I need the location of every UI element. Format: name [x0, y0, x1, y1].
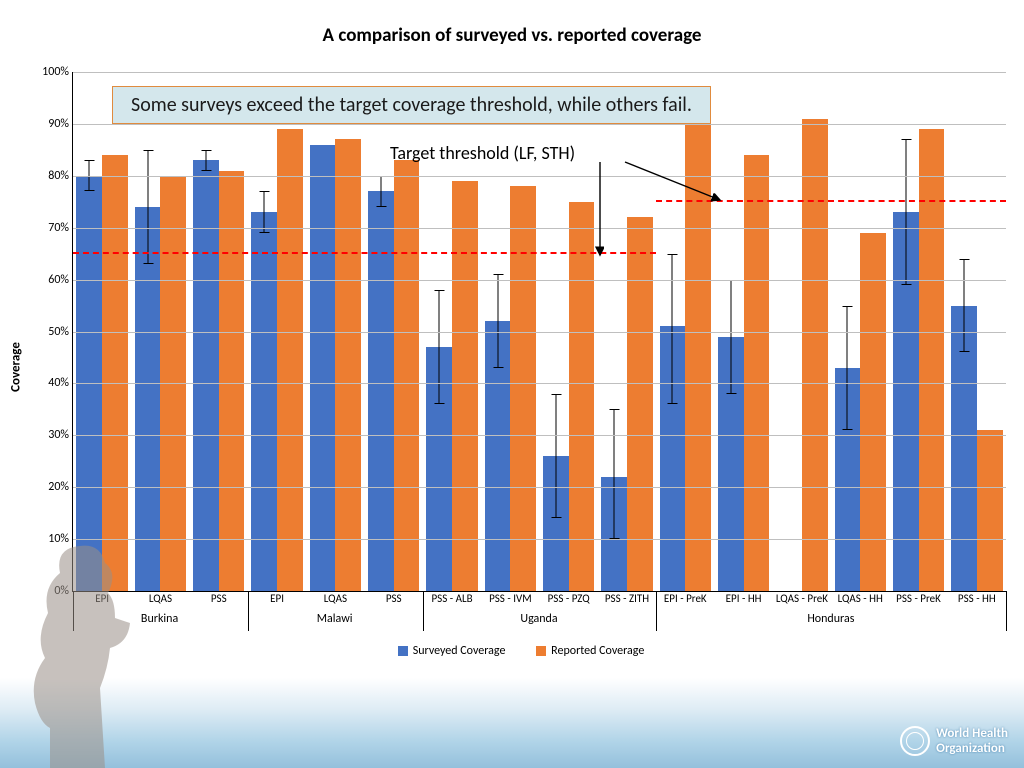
surveyed-bar	[251, 212, 277, 591]
x-tick-label: PSS - IVM	[481, 591, 539, 606]
x-tick-label: EPI	[248, 591, 306, 606]
footer-gradient	[0, 678, 1024, 768]
error-bar	[555, 394, 556, 519]
y-tick: 80%	[48, 169, 73, 183]
chart-title: A comparison of surveyed vs. reported co…	[0, 0, 1024, 47]
gridline	[73, 383, 1006, 384]
error-bar	[847, 306, 848, 431]
decorative-silhouette	[0, 528, 150, 768]
gridline	[73, 228, 1006, 229]
error-bar	[497, 274, 498, 367]
reported-bar	[452, 181, 478, 591]
gridline	[73, 280, 1006, 281]
x-tick-label: PSS	[365, 591, 423, 606]
error-bar	[205, 150, 206, 171]
x-tick-label: PSS - PZQ	[540, 591, 598, 606]
gridline	[73, 72, 1006, 73]
gridline	[73, 487, 1006, 488]
legend-surveyed: Surveyed Coverage	[398, 644, 506, 658]
reported-bar	[219, 171, 245, 591]
reported-bar	[102, 155, 128, 591]
legend-reported: Reported Coverage	[536, 644, 644, 658]
y-tick: 70%	[48, 221, 73, 235]
y-tick: 50%	[48, 325, 73, 339]
y-tick: 30%	[48, 428, 73, 442]
error-bar	[264, 191, 265, 233]
country-label: Uganda	[422, 612, 656, 626]
who-logo: World Health Organization	[900, 726, 1008, 756]
gridline	[73, 332, 1006, 333]
y-tick: 60%	[48, 273, 73, 287]
y-tick: 20%	[48, 480, 73, 494]
error-bar	[380, 176, 381, 207]
reported-bar	[744, 155, 770, 591]
reported-bar	[685, 114, 711, 591]
reported-bar	[277, 129, 303, 591]
error-bar	[905, 139, 906, 284]
gridline	[73, 539, 1006, 540]
reported-bar	[394, 160, 420, 591]
x-tick-label: PSS - HH	[948, 591, 1006, 606]
y-tick: 100%	[42, 65, 73, 79]
x-tick-label: LQAS - HH	[831, 591, 889, 606]
x-tick-label: PSS - PreK	[889, 591, 947, 606]
gridline	[73, 176, 1006, 177]
gridline	[73, 435, 1006, 436]
threshold-line	[73, 252, 656, 254]
reported-bar	[627, 217, 653, 591]
surveyed-bar	[310, 145, 336, 591]
country-label: Malawi	[247, 612, 422, 626]
threshold-label: Target threshold (LF, STH)	[390, 142, 575, 164]
reported-bar	[919, 129, 945, 591]
reported-bar	[802, 119, 828, 591]
annotation-callout: Some surveys exceed the target coverage …	[112, 86, 711, 124]
error-bar	[672, 254, 673, 405]
surveyed-bar	[193, 160, 219, 591]
x-tick-label: PSS	[190, 591, 248, 606]
x-tick-label: EPI - PreK	[656, 591, 714, 606]
x-tick-label: EPI - HH	[714, 591, 772, 606]
error-bar	[730, 280, 731, 394]
country-label: Honduras	[656, 612, 1006, 626]
y-tick: 40%	[48, 376, 73, 390]
x-tick-label: LQAS - PreK	[773, 591, 831, 606]
x-tick-label: PSS - ZITH	[598, 591, 656, 606]
threshold-line	[656, 200, 1006, 202]
y-axis-label: Coverage	[9, 342, 24, 392]
reported-bar	[335, 139, 361, 591]
error-bar	[439, 290, 440, 404]
reported-bar	[569, 202, 595, 591]
x-tick-label: LQAS	[306, 591, 364, 606]
error-bar	[964, 259, 965, 352]
error-bar	[147, 150, 148, 264]
reported-bar	[977, 430, 1003, 591]
y-tick: 90%	[48, 117, 73, 131]
x-tick-label: PSS - ALB	[423, 591, 481, 606]
error-bar	[614, 409, 615, 539]
reported-bar	[510, 186, 536, 591]
reported-bar	[860, 233, 886, 591]
who-emblem-icon	[900, 726, 930, 756]
legend: Surveyed Coverage Reported Coverage	[36, 644, 1006, 658]
gridline	[73, 124, 1006, 125]
